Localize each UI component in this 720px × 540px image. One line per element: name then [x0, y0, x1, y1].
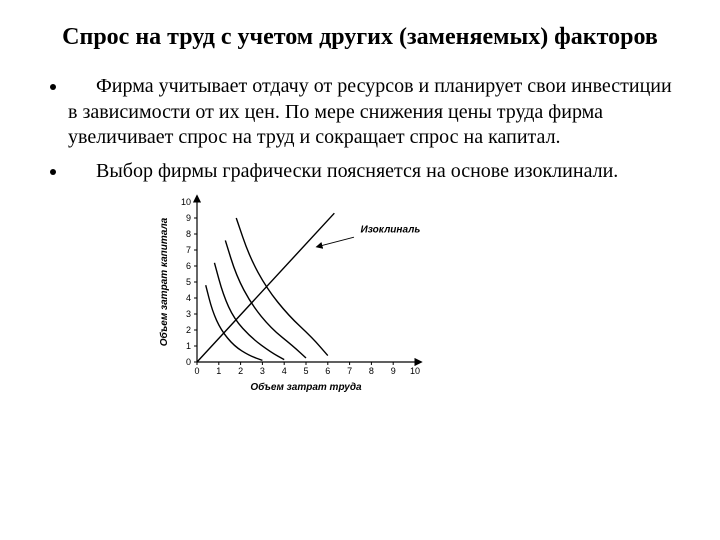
svg-text:5: 5	[303, 366, 308, 376]
svg-text:3: 3	[186, 309, 191, 319]
slide-title: Спрос на труд с учетом других (заменяемы…	[40, 22, 680, 52]
svg-text:2: 2	[186, 325, 191, 335]
svg-text:8: 8	[186, 229, 191, 239]
bullet-list: Фирма учитывает отдачу от ресурсов и пла…	[40, 74, 680, 184]
svg-text:Изоклиналь: Изоклиналь	[361, 225, 421, 236]
svg-text:4: 4	[282, 366, 287, 376]
svg-text:9: 9	[391, 366, 396, 376]
svg-text:10: 10	[181, 197, 191, 207]
svg-text:1: 1	[186, 341, 191, 351]
svg-text:1: 1	[216, 366, 221, 376]
svg-text:Объем затрат капитала: Объем затрат капитала	[158, 218, 170, 347]
svg-text:3: 3	[260, 366, 265, 376]
svg-text:2: 2	[238, 366, 243, 376]
svg-text:10: 10	[410, 366, 420, 376]
svg-text:0: 0	[194, 366, 199, 376]
svg-text:7: 7	[347, 366, 352, 376]
svg-text:4: 4	[186, 293, 191, 303]
svg-text:Объем затрат труда: Объем затрат труда	[250, 381, 362, 393]
svg-text:0: 0	[186, 357, 191, 367]
svg-text:9: 9	[186, 213, 191, 223]
svg-text:6: 6	[325, 366, 330, 376]
bullet-text: Фирма учитывает отдачу от ресурсов и пла…	[68, 75, 672, 148]
list-item: Фирма учитывает отдачу от ресурсов и пла…	[68, 74, 680, 151]
svg-text:7: 7	[186, 245, 191, 255]
svg-text:6: 6	[186, 261, 191, 271]
list-item: Выбор фирмы графически поясняется на осн…	[68, 159, 680, 185]
bullet-text: Выбор фирмы графически поясняется на осн…	[96, 160, 618, 182]
svg-text:8: 8	[369, 366, 374, 376]
isocline-chart: 0 1 2 3 4 5 6 7 8 9 10 0 1 2 3 4 5 6 7 8 9 10 Объем затрат тру…	[155, 194, 680, 394]
svg-text:5: 5	[186, 277, 191, 287]
